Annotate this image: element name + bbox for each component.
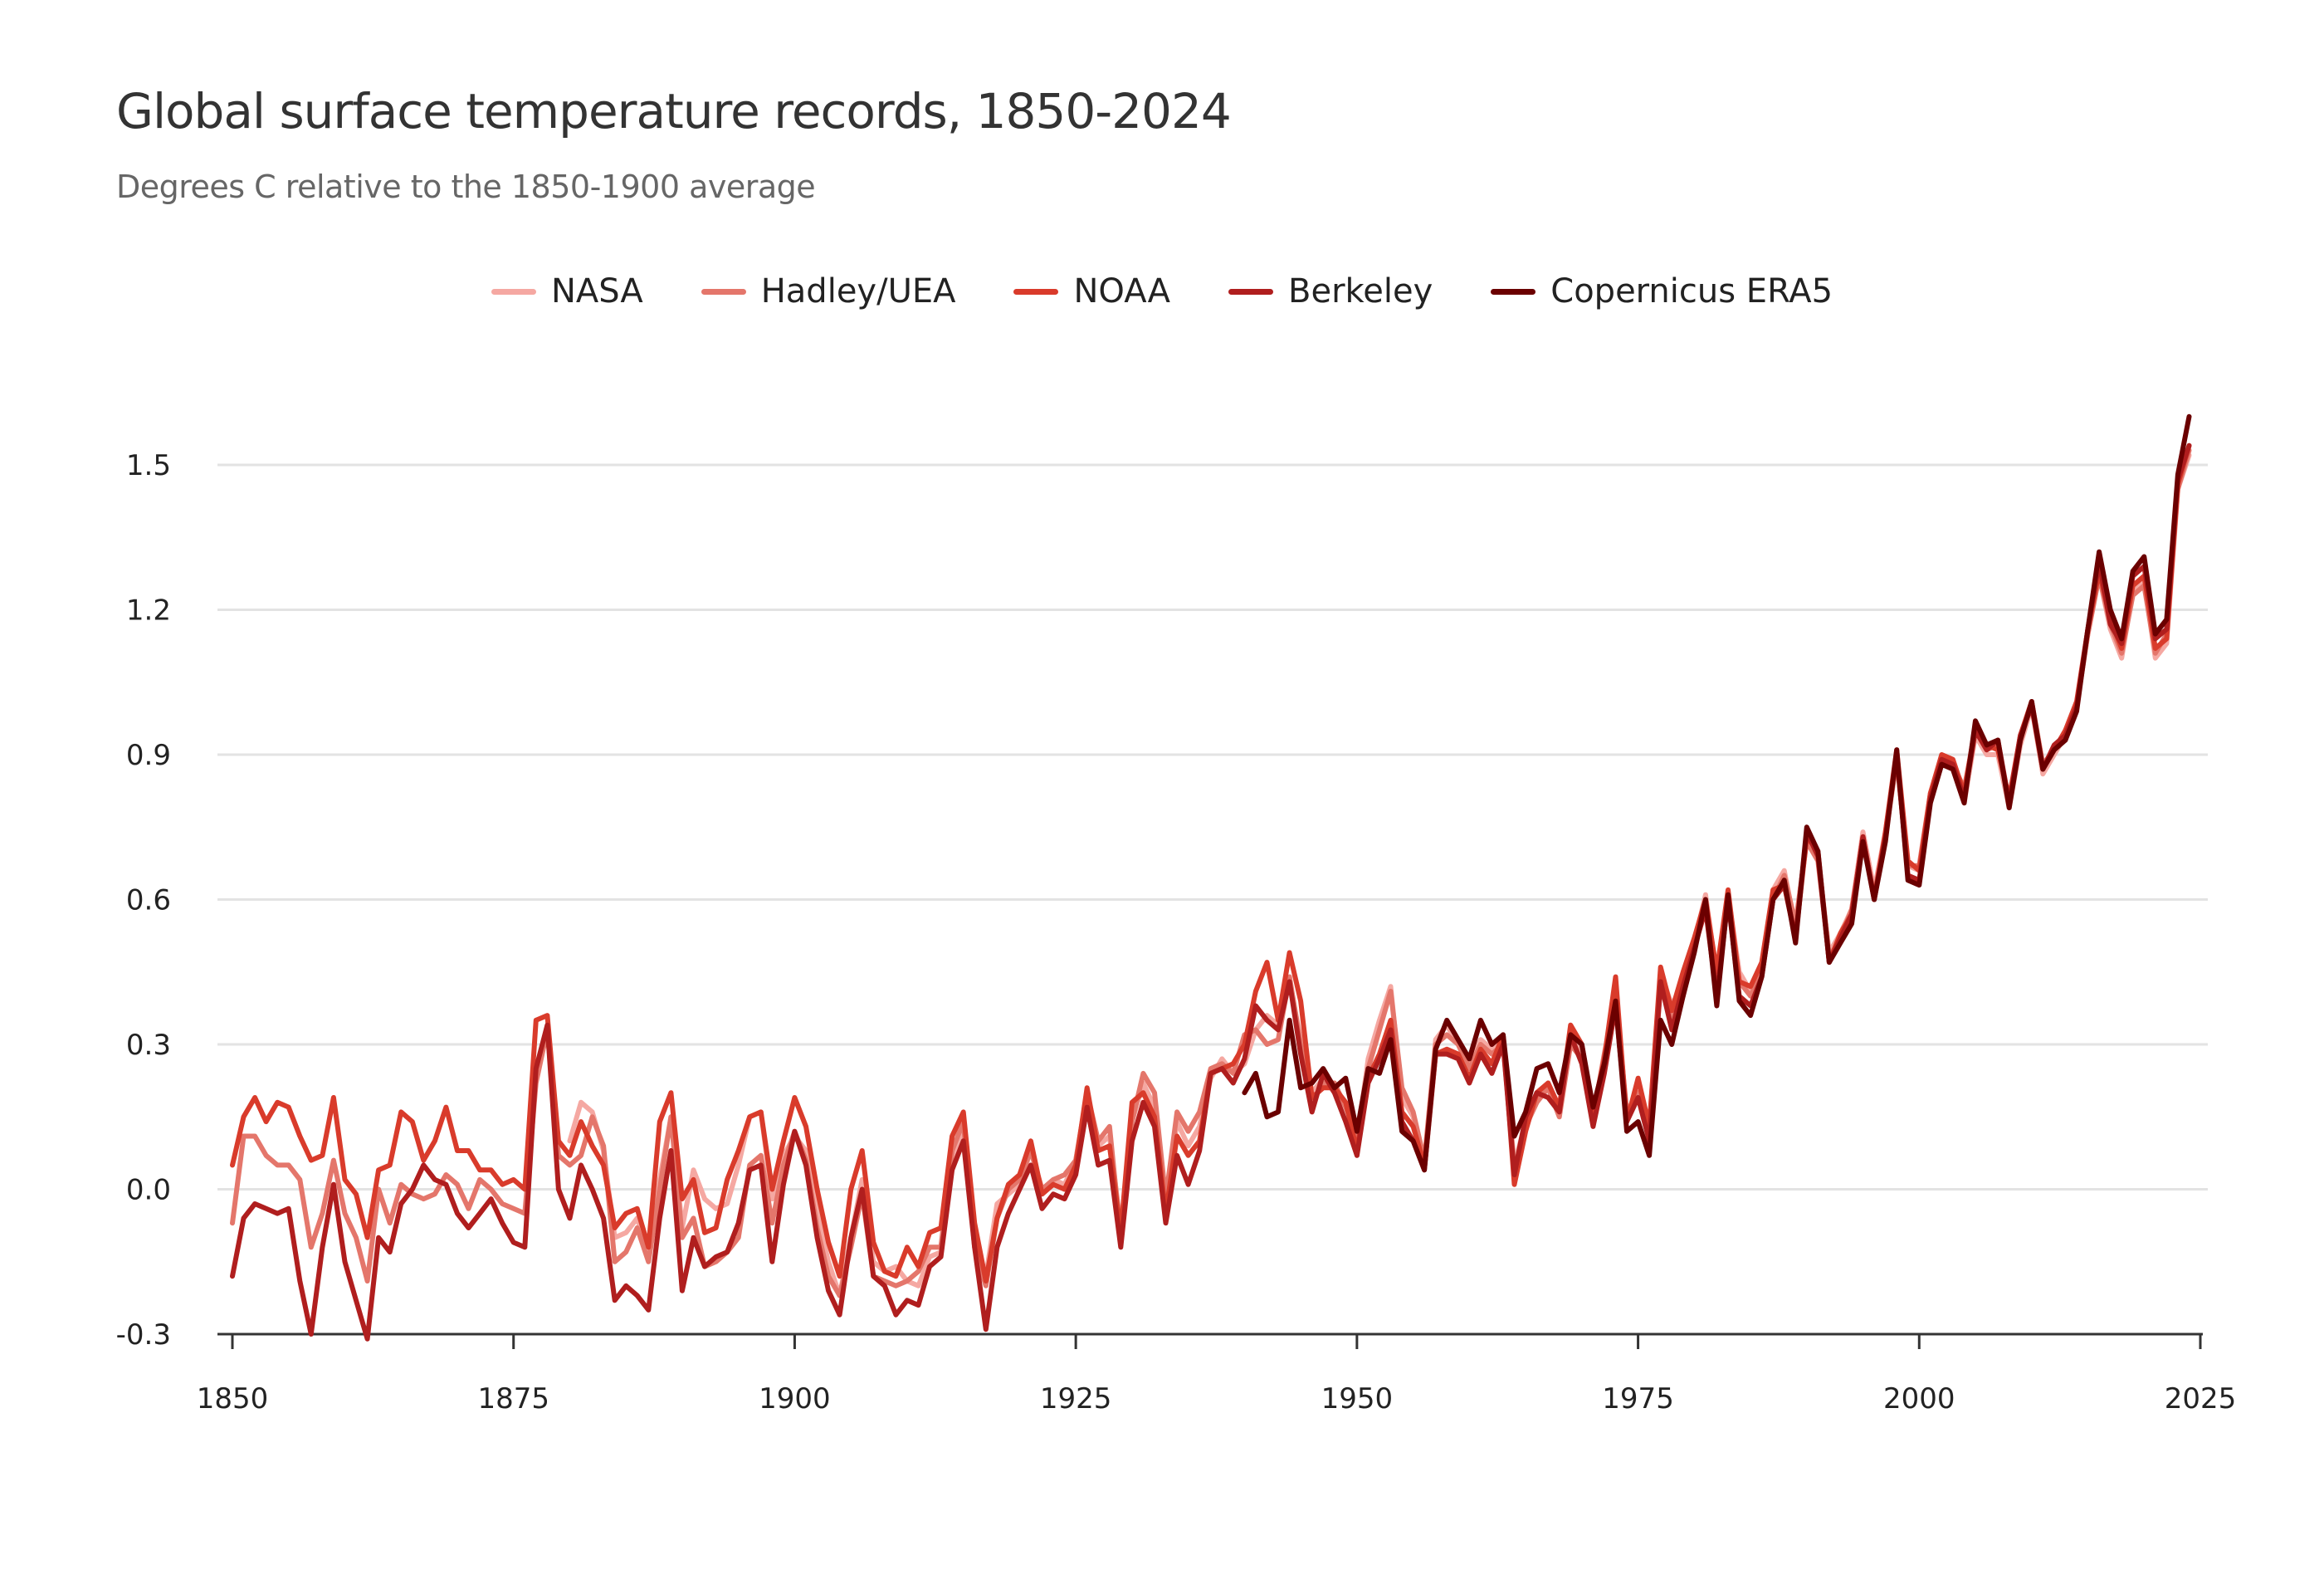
legend-item: NASA bbox=[491, 272, 643, 310]
x-tick-label: 2000 bbox=[1883, 1382, 1955, 1416]
legend-item: Copernicus ERA5 bbox=[1491, 272, 1833, 310]
x-tick-label: 1975 bbox=[1602, 1382, 1674, 1416]
y-tick-label: 0.3 bbox=[126, 1029, 171, 1062]
y-tick-label: 0.6 bbox=[126, 884, 171, 917]
legend-item: Berkeley bbox=[1228, 272, 1433, 310]
legend-swatch bbox=[1491, 288, 1536, 295]
legend-label: Copernicus ERA5 bbox=[1550, 272, 1833, 310]
legend-item: NOAA bbox=[1013, 272, 1170, 310]
x-tick-label: 1950 bbox=[1321, 1382, 1394, 1416]
legend-swatch bbox=[491, 288, 536, 295]
x-tick-label: 1900 bbox=[759, 1382, 831, 1416]
series-line-berkeley bbox=[230, 443, 2192, 1342]
legend-label: Hadley/UEA bbox=[760, 272, 956, 310]
legend-swatch bbox=[701, 288, 746, 295]
legend-swatch bbox=[1228, 288, 1274, 295]
legend-swatch bbox=[1013, 288, 1059, 295]
x-tick-label: 1850 bbox=[197, 1382, 269, 1416]
y-tick-label: 0.9 bbox=[126, 739, 171, 772]
legend-item: Hadley/UEA bbox=[701, 272, 956, 310]
y-tick-label: 1.5 bbox=[126, 449, 171, 482]
y-tick-label: 1.2 bbox=[126, 594, 171, 628]
y-tick-label: 0.0 bbox=[126, 1174, 171, 1207]
legend-label: Berkeley bbox=[1288, 272, 1433, 310]
chart-subtitle: Degrees C relative to the 1850-1900 aver… bbox=[116, 169, 816, 205]
x-tick-label: 2025 bbox=[2165, 1382, 2237, 1416]
chart-title: Global surface temperature records, 1850… bbox=[116, 83, 1232, 139]
series-line-copernicus-era5 bbox=[1242, 413, 2192, 1173]
y-tick-label: -0.3 bbox=[116, 1318, 171, 1352]
legend-label: NASA bbox=[550, 272, 643, 310]
legend: NASA Hadley/UEA NOAA Berkeley Copernicus ERA… bbox=[0, 272, 2324, 310]
series-line-noaa bbox=[230, 443, 2192, 1284]
x-tick-label: 1875 bbox=[477, 1382, 549, 1416]
x-tick-label: 1925 bbox=[1040, 1382, 1112, 1416]
legend-label: NOAA bbox=[1073, 272, 1171, 310]
